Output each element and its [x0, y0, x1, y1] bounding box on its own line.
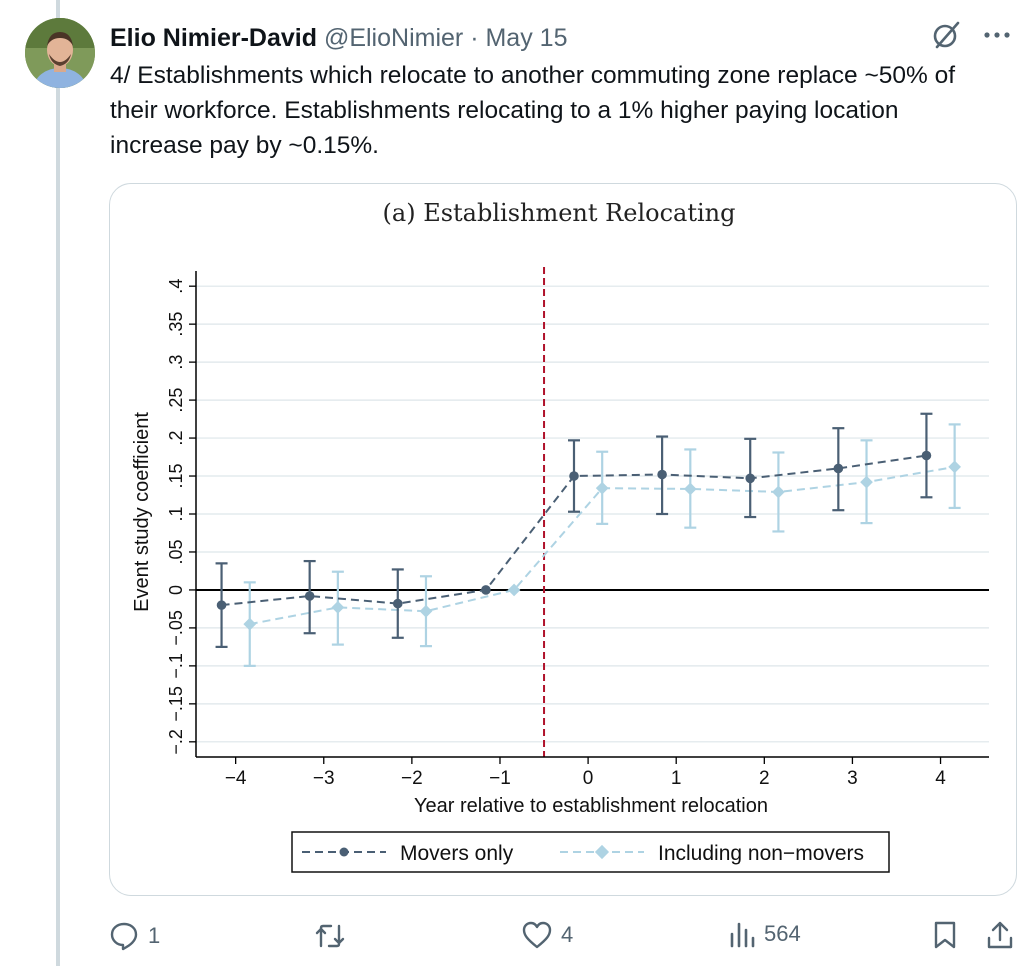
like-count: 4 [561, 922, 574, 947]
x-tick-label: 4 [935, 768, 946, 789]
event-study-chart: (a) Establishment Relocating −.2−.15−.1−… [131, 199, 989, 873]
y-tick-label: −.1 [166, 653, 186, 679]
y-tick-label: .35 [166, 312, 186, 337]
data-point [683, 482, 697, 496]
tweet-text: 4/ Establishments which relocate to anot… [110, 62, 956, 159]
grok-slash-icon[interactable] [931, 20, 961, 50]
share-icon [987, 921, 1013, 949]
data-point [419, 604, 433, 618]
views-count: 564 [764, 921, 801, 946]
more-horizontal-icon[interactable] [983, 30, 1011, 40]
chart-gridlines [196, 285, 989, 743]
thread-connector-line [56, 0, 60, 966]
data-point [772, 485, 785, 499]
chart-axes: −.2 −.15 −.1 −.05 0 .05 .1 .15 .2 .25 .3 .35 .4 −4 −3 −… [166, 267, 989, 789]
bookmark-icon [934, 921, 956, 949]
data-point [921, 450, 932, 461]
y-tick-label: 0 [166, 585, 186, 595]
reply-icon [110, 922, 138, 951]
data-point [243, 617, 257, 631]
reply-button[interactable]: 1 [108, 920, 160, 952]
y-tick-label: .2 [166, 431, 186, 446]
views-icon [730, 922, 755, 948]
tweet-media-chart[interactable]: (a) Establishment Relocating −.2 −.15 −.1−… [109, 183, 1017, 896]
y-tick-label: .1 [166, 506, 186, 521]
views-button[interactable]: 564 [728, 920, 801, 948]
tweet-header: Elio Nimier-David @ElioNimier · May 15 [110, 22, 567, 54]
data-point [569, 471, 579, 481]
chart-legend: Movers only Including non−movers [291, 831, 890, 873]
x-axis-label: Year relative to establishment relocatio… [414, 795, 768, 817]
reply-count: 1 [148, 923, 161, 948]
x-tick-label: −4 [225, 768, 247, 789]
tweet-date[interactable]: May 15 [485, 24, 568, 52]
legend-swatch-nonmovers-marker [594, 844, 610, 860]
legend-swatch-movers-marker [339, 847, 349, 857]
data-point [595, 481, 609, 495]
data-point [745, 473, 756, 484]
y-tick-label: −.05 [166, 610, 186, 646]
x-tick-label: −2 [401, 768, 423, 789]
x-tick-label: 1 [671, 768, 682, 789]
y-tick-label: −.15 [166, 686, 186, 722]
x-tick-label: 2 [759, 768, 770, 789]
avatar-photo-icon [25, 18, 95, 88]
data-point [948, 460, 962, 474]
legend-box [291, 831, 890, 873]
data-point [216, 600, 227, 610]
author-handle[interactable]: @ElioNimier [323, 24, 464, 52]
legend-label-movers: Movers only [400, 842, 514, 865]
data-point [392, 598, 403, 609]
y-tick-label: .3 [166, 355, 186, 370]
repost-button[interactable] [313, 920, 355, 952]
series-movers-only [215, 412, 933, 648]
legend-label-nonmovers: Including non−movers [658, 842, 864, 865]
data-point [481, 585, 491, 595]
tweet-top-actions [931, 20, 1011, 50]
share-button[interactable] [986, 920, 1014, 950]
x-tick-label: −1 [489, 768, 511, 789]
data-point [657, 469, 667, 480]
x-tick-label: 0 [583, 768, 594, 789]
y-axis-label: Event study coefficient [131, 412, 153, 612]
chart-title: (a) Establishment Relocating [383, 199, 736, 227]
y-tick-label: −.2 [166, 729, 186, 755]
like-button[interactable]: 4 [521, 920, 573, 950]
y-tick-label: .25 [166, 388, 186, 413]
repost-icon [315, 924, 345, 948]
bookmark-button[interactable] [932, 920, 958, 950]
y-tick-label: .15 [166, 464, 186, 489]
header-separator: · [470, 24, 479, 52]
data-point [304, 591, 315, 601]
y-tick-label: .05 [166, 539, 186, 564]
x-tick-label: −3 [313, 768, 335, 789]
x-tick-label: 3 [847, 768, 858, 789]
like-icon [522, 921, 552, 949]
author-name[interactable]: Elio Nimier-David [110, 24, 317, 52]
y-tick-label: .4 [166, 279, 186, 294]
data-point [860, 475, 873, 489]
tweet-action-bar: 1 4 564 [108, 916, 1018, 956]
data-point [331, 601, 345, 614]
avatar[interactable] [25, 18, 95, 88]
data-point [833, 463, 844, 474]
series-including-non-movers [243, 423, 962, 667]
